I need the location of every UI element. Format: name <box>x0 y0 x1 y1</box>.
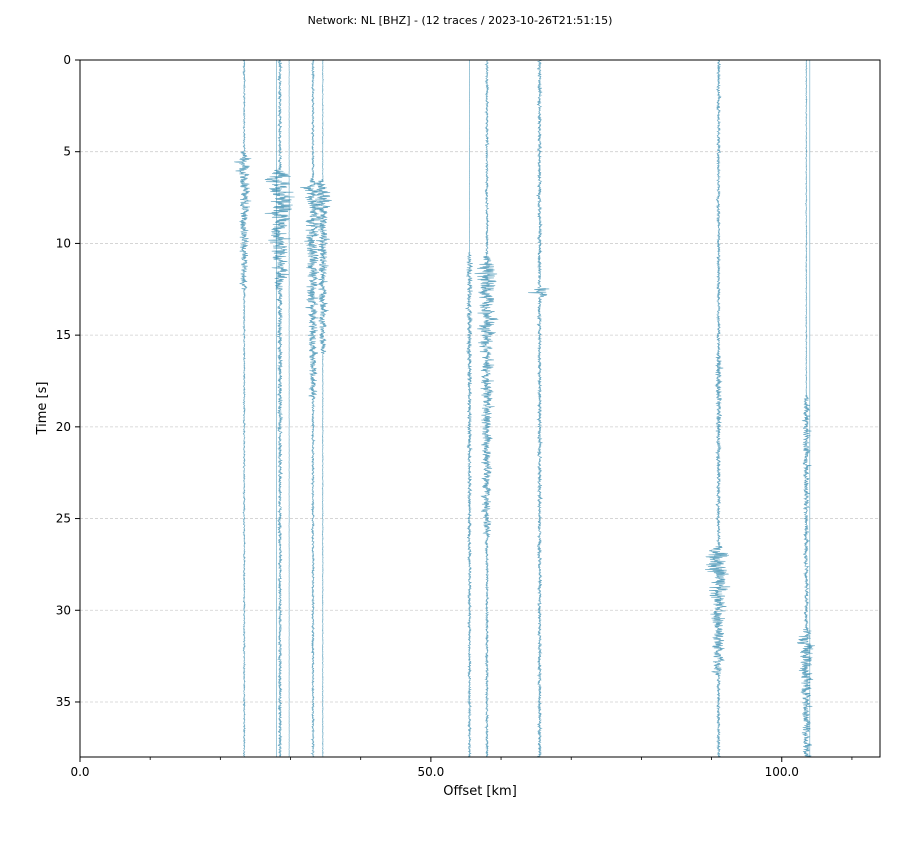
seismic-trace <box>314 60 332 757</box>
seismic-trace <box>265 60 295 757</box>
seismic-trace <box>475 60 499 757</box>
y-tick-label: 20 <box>56 420 71 434</box>
y-tick-label: 15 <box>56 328 71 342</box>
x-tick-label: 50.0 <box>418 765 445 779</box>
y-tick-label: 25 <box>56 512 71 526</box>
seismic-trace <box>797 60 815 757</box>
seismic-trace <box>300 60 324 757</box>
x-axis-label: Offset [km] <box>443 784 517 799</box>
plot-frame <box>80 60 880 757</box>
x-tick-label: 100.0 <box>765 765 799 779</box>
seismic-trace <box>528 60 549 757</box>
x-tick-label: 0.0 <box>70 765 89 779</box>
y-axis-label: Time [s] <box>35 382 50 436</box>
seismic-trace <box>465 60 472 757</box>
seismic-trace <box>705 60 730 757</box>
seismic-traces <box>234 60 815 757</box>
x-axis-ticks: 0.0 50.0 100.0 <box>70 757 851 779</box>
chart-title: Network: NL [BHZ] - (12 traces / 2023-10… <box>308 14 613 27</box>
y-tick-label: 35 <box>56 695 71 709</box>
y-tick-label: 0 <box>63 53 71 67</box>
grid-lines <box>80 152 880 702</box>
seismic-trace <box>234 60 251 757</box>
y-axis-ticks: 0 5 10 15 20 25 30 35 <box>56 53 80 709</box>
y-tick-label: 30 <box>56 603 71 617</box>
y-tick-label: 10 <box>56 236 71 250</box>
y-tick-label: 5 <box>63 145 71 159</box>
